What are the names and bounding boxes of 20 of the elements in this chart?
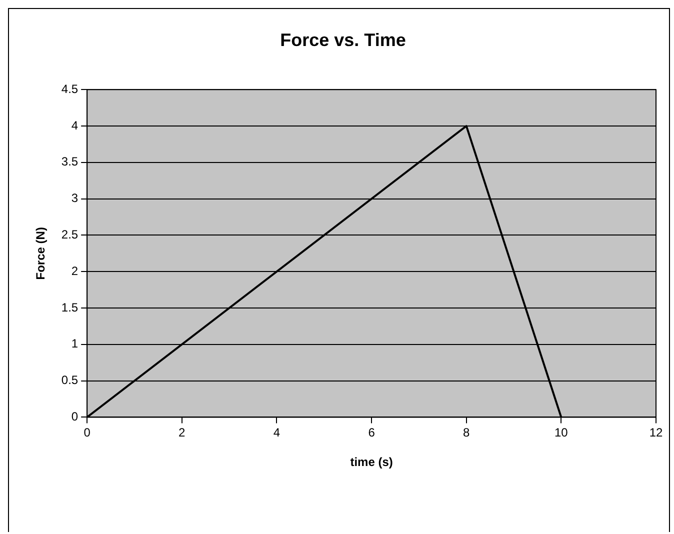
x-tick-label: 0 [84,426,91,440]
y-tick-label: 1 [71,336,78,351]
y-tick-label: 3 [71,191,78,206]
y-tick-label: 4.5 [61,82,78,96]
y-tick-label: 0.5 [61,373,78,388]
x-tick-label: 2 [178,426,186,440]
chart-title: Force vs. Time [280,30,406,50]
y-axis-title: Force (N) [34,227,48,280]
x-tick-label: 8 [463,426,470,440]
y-tick-label: 3.5 [61,154,78,169]
y-tick-label: 1.5 [61,300,78,314]
x-tick-label: 6 [368,426,376,440]
y-tick-label: 2.5 [61,228,78,242]
x-tick-label: 4 [273,426,280,440]
x-tick-label: 10 [554,426,568,440]
x-tick-label: 12 [649,426,663,440]
y-tick-label: 0 [71,410,78,424]
y-tick-label: 4 [71,118,78,132]
y-tick-label: 2 [71,264,78,278]
x-axis-title: time (s) [350,455,393,470]
